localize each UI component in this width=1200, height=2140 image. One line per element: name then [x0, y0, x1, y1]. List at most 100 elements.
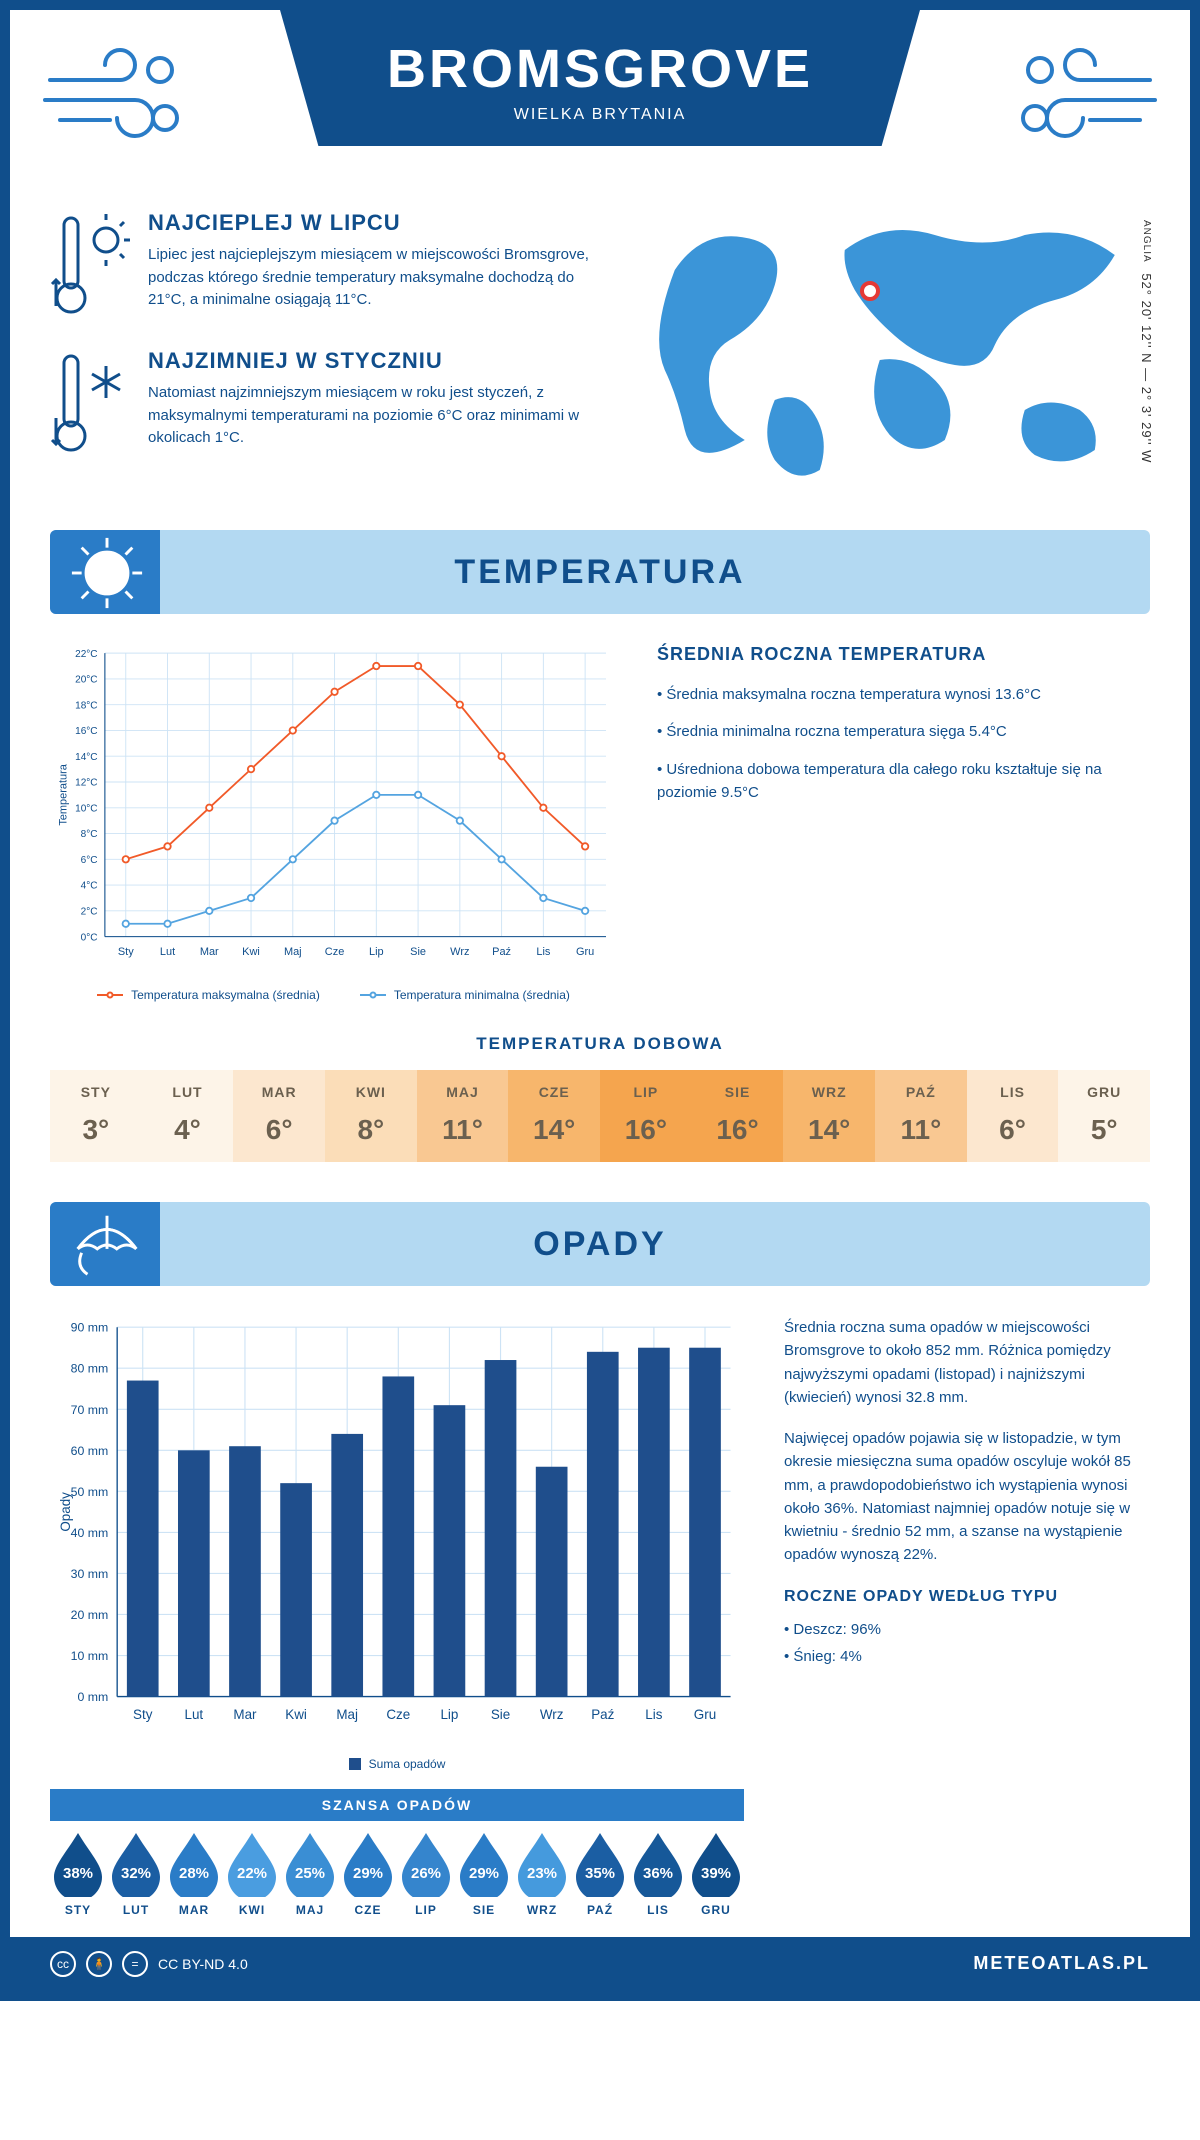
temperature-bullet: • Uśredniona dobowa temperatura dla całe…: [657, 758, 1150, 805]
svg-text:Lut: Lut: [185, 1707, 204, 1722]
chance-value: 22%: [224, 1865, 280, 1882]
footer-license: cc 🧍 = CC BY-ND 4.0: [50, 1951, 248, 1977]
page: BROMSGROVE WIELKA BRYTANIA NAJCIEPLEJ W …: [0, 0, 1200, 2001]
page-title: BROMSGROVE: [300, 38, 900, 100]
chance-value: 29%: [340, 1865, 396, 1882]
legend-label-max: Temperatura maksymalna (średnia): [131, 988, 320, 1002]
daily-temp-title: TEMPERATURA DOBOWA: [10, 1034, 1190, 1054]
chance-drop-cell: 22% KWI: [224, 1831, 280, 1917]
daily-month-label: SIE: [692, 1084, 784, 1100]
daily-temp-value: 6°: [967, 1114, 1059, 1146]
svg-text:Paź: Paź: [591, 1707, 614, 1722]
svg-text:Lut: Lut: [160, 946, 175, 958]
factoids-column: NAJCIEPLEJ W LIPCU Lipiec jest najcieple…: [50, 210, 610, 490]
svg-text:Mar: Mar: [233, 1707, 257, 1722]
svg-text:20°C: 20°C: [75, 675, 97, 686]
temperature-sidebar: ŚREDNIA ROCZNA TEMPERATURA • Średnia mak…: [657, 644, 1150, 1002]
thermometer-snow-icon: [50, 348, 130, 458]
svg-text:30 mm: 30 mm: [71, 1567, 109, 1581]
svg-text:12°C: 12°C: [75, 778, 97, 789]
svg-text:Kwi: Kwi: [285, 1707, 307, 1722]
daily-month-label: PAŹ: [875, 1084, 967, 1100]
footer: cc 🧍 = CC BY-ND 4.0 METEOATLAS.PL: [10, 1937, 1190, 1991]
svg-text:4°C: 4°C: [81, 881, 98, 892]
section-title-temperature: TEMPERATURA: [454, 553, 745, 592]
svg-text:Lip: Lip: [440, 1707, 458, 1722]
chance-drops-row: 38%STY32%LUT28%MAR22%KWI25%MAJ29%CZE26%L…: [50, 1831, 744, 1917]
factoid-warm-title: NAJCIEPLEJ W LIPCU: [148, 210, 610, 236]
daily-month-label: MAR: [233, 1084, 325, 1100]
svg-text:10°C: 10°C: [75, 803, 97, 814]
daily-temp-value: 11°: [417, 1114, 509, 1146]
svg-text:22°C: 22°C: [75, 649, 97, 660]
raindrop-icon: 28%: [166, 1831, 222, 1897]
chance-month-label: CZE: [340, 1903, 396, 1917]
chance-drop-cell: 23%WRZ: [514, 1831, 570, 1917]
chance-value: 35%: [572, 1865, 628, 1882]
raindrop-icon: 25%: [282, 1831, 338, 1897]
svg-text:Gru: Gru: [576, 946, 594, 958]
intro-section: NAJCIEPLEJ W LIPCU Lipiec jest najcieple…: [10, 190, 1190, 520]
daily-temp-cell: LUT4°: [142, 1070, 234, 1162]
precip-type-line: • Śnieg: 4%: [784, 1645, 1150, 1668]
svg-text:Sty: Sty: [118, 946, 134, 958]
daily-temp-cell: KWI8°: [325, 1070, 417, 1162]
daily-temp-value: 5°: [1058, 1114, 1150, 1146]
legend-marker-precip: [349, 1758, 361, 1770]
daily-temp-cell: CZE 14°: [508, 1070, 600, 1162]
factoid-warm-text: Lipiec jest najcieplejszym miesiącem w m…: [148, 244, 610, 312]
daily-temp-value: 14°: [783, 1114, 875, 1146]
temperature-bullet: • Średnia minimalna roczna temperatura s…: [657, 720, 1150, 743]
precip-legend: Suma opadów: [50, 1757, 744, 1771]
svg-text:90 mm: 90 mm: [71, 1321, 109, 1335]
chance-month-label: KWI: [224, 1903, 280, 1917]
svg-text:Paź: Paź: [492, 946, 511, 958]
factoid-coldest: NAJZIMNIEJ W STYCZNIU Natomiast najzimni…: [50, 348, 610, 458]
world-map: [640, 210, 1150, 490]
chance-drop-cell: 29%SIE: [456, 1831, 512, 1917]
svg-text:Opady: Opady: [58, 1492, 73, 1532]
svg-text:0°C: 0°C: [81, 932, 98, 943]
svg-text:Wrz: Wrz: [540, 1707, 564, 1722]
precip-chart-svg: 0 mm10 mm20 mm30 mm40 mm50 mm60 mm70 mm8…: [50, 1316, 744, 1741]
temperature-side-heading: ŚREDNIA ROCZNA TEMPERATURA: [657, 644, 1150, 665]
chance-drop-cell: 29% CZE: [340, 1831, 396, 1917]
svg-text:2°C: 2°C: [81, 907, 98, 918]
legend-marker-min: [360, 994, 386, 996]
svg-text:40 mm: 40 mm: [71, 1526, 109, 1540]
legend-item-precip: Suma opadów: [349, 1757, 446, 1771]
svg-text:50 mm: 50 mm: [71, 1485, 109, 1499]
legend-label-min: Temperatura minimalna (średnia): [394, 988, 570, 1002]
by-icon: 🧍: [86, 1951, 112, 1977]
header: BROMSGROVE WIELKA BRYTANIA: [10, 10, 1190, 190]
svg-text:8°C: 8°C: [81, 829, 98, 840]
daily-temp-cell: STY3°: [50, 1070, 142, 1162]
svg-text:14°C: 14°C: [75, 752, 97, 763]
chance-month-label: PAŹ: [572, 1903, 628, 1917]
daily-temp-value: 16°: [692, 1114, 784, 1146]
daily-temp-value: 14°: [508, 1114, 600, 1146]
daily-month-label: KWI: [325, 1084, 417, 1100]
chance-drop-cell: 39%GRU: [688, 1831, 744, 1917]
svg-text:Gru: Gru: [694, 1707, 716, 1722]
svg-text:Maj: Maj: [284, 946, 302, 958]
daily-month-label: CZE: [508, 1084, 600, 1100]
section-bar-precip: OPADY: [50, 1202, 1150, 1286]
chance-month-label: STY: [50, 1903, 106, 1917]
daily-temp-value: 3°: [50, 1114, 142, 1146]
chance-value: 32%: [108, 1865, 164, 1882]
thermometer-sun-icon: [50, 210, 130, 320]
svg-text:Sie: Sie: [491, 1707, 510, 1722]
wind-icon: [40, 40, 190, 150]
svg-text:10 mm: 10 mm: [71, 1649, 109, 1663]
svg-text:Lis: Lis: [536, 946, 551, 958]
daily-month-label: LIS: [967, 1084, 1059, 1100]
daily-temp-value: 4°: [142, 1114, 234, 1146]
precip-sidebar: Średnia roczna suma opadów w miejscowośc…: [784, 1316, 1150, 1916]
svg-text:Temperatura: Temperatura: [57, 763, 69, 825]
chance-value: 39%: [688, 1865, 744, 1882]
precip-type-line: • Deszcz: 96%: [784, 1618, 1150, 1641]
factoid-cold-text: Natomiast najzimniejszym miesiącem w rok…: [148, 382, 610, 450]
chance-month-label: SIE: [456, 1903, 512, 1917]
temperature-chart-svg: 0°C2°C4°C6°C8°C10°C12°C14°C16°C18°C20°C2…: [50, 644, 617, 973]
